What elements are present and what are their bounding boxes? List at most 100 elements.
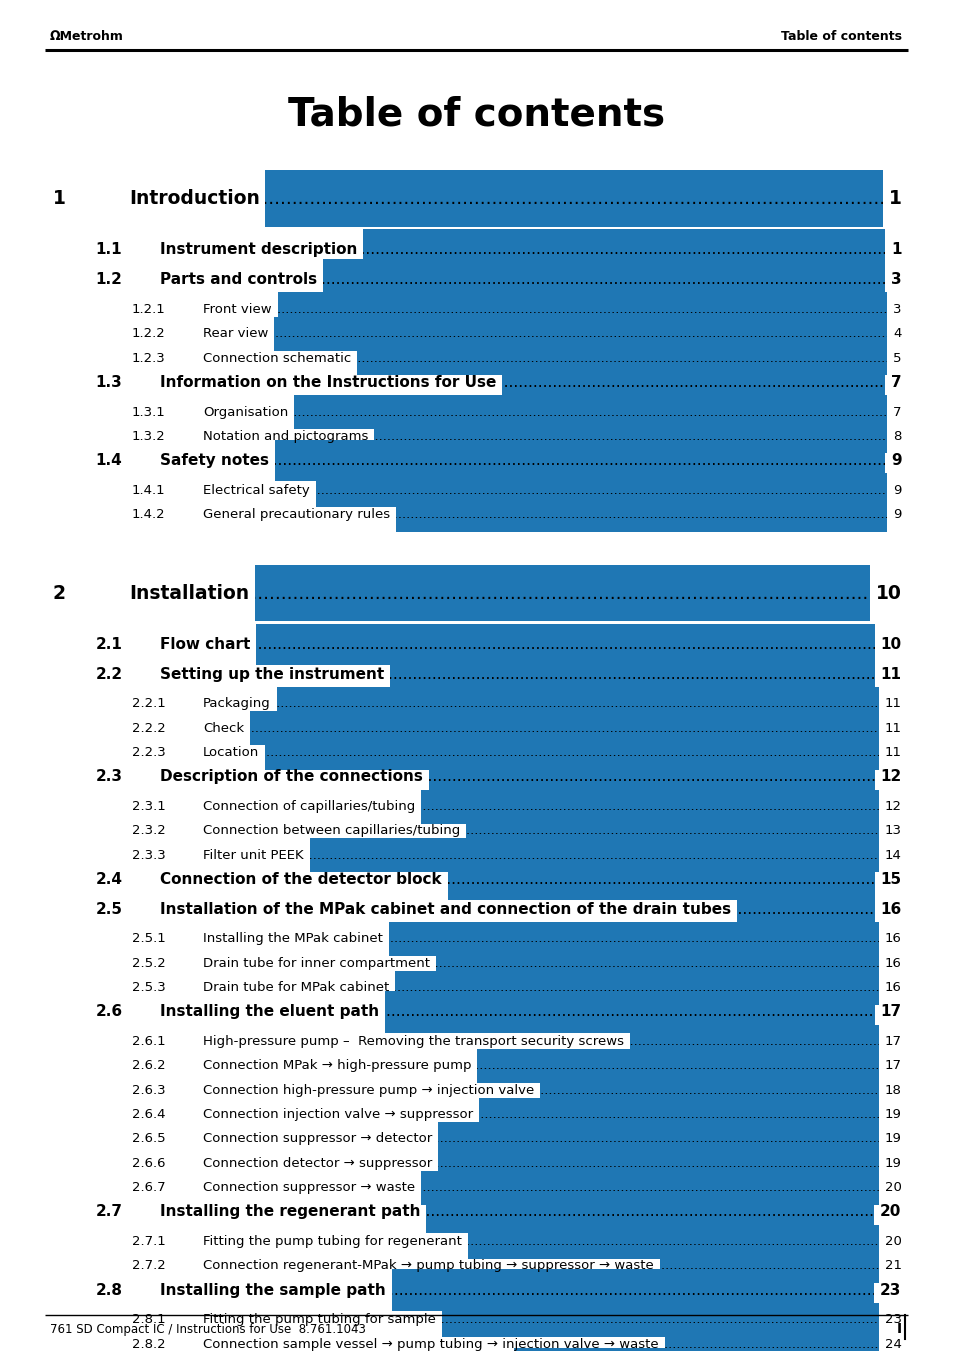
Text: 19: 19 <box>883 1108 901 1121</box>
Text: 1.2.2: 1.2.2 <box>132 327 165 340</box>
Bar <box>294 394 886 430</box>
Bar <box>466 813 878 848</box>
Bar <box>437 1121 878 1156</box>
Text: Drain tube for MPak cabinet: Drain tube for MPak cabinet <box>203 981 389 994</box>
Text: Electrical safety: Electrical safety <box>203 484 310 497</box>
Bar <box>502 362 884 403</box>
Text: 2.3.3: 2.3.3 <box>132 848 165 862</box>
Text: 5: 5 <box>892 351 901 365</box>
Text: 10: 10 <box>880 636 901 653</box>
Text: Flow chart: Flow chart <box>160 636 251 653</box>
Text: 23: 23 <box>880 1282 901 1298</box>
Text: 18: 18 <box>883 1084 901 1097</box>
Text: ................................................................................: ........................................… <box>0 1235 953 1248</box>
Text: Installing the eluent path: Installing the eluent path <box>160 1004 379 1020</box>
Text: 2.2.1: 2.2.1 <box>132 697 165 711</box>
Text: 2.5.1: 2.5.1 <box>132 932 165 946</box>
Text: 2.3.2: 2.3.2 <box>132 824 165 838</box>
Bar <box>426 1192 874 1232</box>
Text: 1.2.3: 1.2.3 <box>132 351 165 365</box>
Text: 2.7.1: 2.7.1 <box>132 1235 165 1248</box>
Text: 8: 8 <box>892 430 901 443</box>
Text: 2.2.3: 2.2.3 <box>132 746 165 759</box>
Bar <box>395 970 878 1005</box>
Text: 2.7: 2.7 <box>95 1204 122 1220</box>
Bar <box>250 711 878 746</box>
Text: High-pressure pump –  Removing the transport security screws: High-pressure pump – Removing the transp… <box>203 1035 623 1048</box>
Text: 1.4: 1.4 <box>95 453 122 469</box>
Text: 2.6.6: 2.6.6 <box>132 1156 165 1170</box>
Text: 12: 12 <box>880 769 901 785</box>
Text: 24: 24 <box>883 1337 901 1351</box>
Text: ................................................................................: ........................................… <box>0 1084 953 1097</box>
Text: 2.6.2: 2.6.2 <box>132 1059 165 1073</box>
Text: 19: 19 <box>883 1156 901 1170</box>
Text: ................................................................................: ........................................… <box>0 242 953 258</box>
Text: Connection detector → suppressor: Connection detector → suppressor <box>203 1156 432 1170</box>
Text: Connection schematic: Connection schematic <box>203 351 351 365</box>
Text: ................................................................................: ........................................… <box>0 272 953 288</box>
Text: 1.3.2: 1.3.2 <box>132 430 165 443</box>
Text: 2.5.2: 2.5.2 <box>132 957 165 970</box>
Text: Rear view: Rear view <box>203 327 269 340</box>
Bar <box>385 992 874 1032</box>
Text: ................................................................................: ........................................… <box>0 1337 953 1351</box>
Text: Connection suppressor → waste: Connection suppressor → waste <box>203 1181 415 1194</box>
Text: ................................................................................: ........................................… <box>0 405 953 419</box>
Bar <box>441 1302 878 1337</box>
Text: 7: 7 <box>892 405 901 419</box>
Text: Connection suppressor → detector: Connection suppressor → detector <box>203 1132 432 1146</box>
Text: 13: 13 <box>883 824 901 838</box>
Text: Connection regenerant-MPak → pump tubing → suppressor → waste: Connection regenerant-MPak → pump tubing… <box>203 1259 653 1273</box>
Text: 3: 3 <box>892 303 901 316</box>
Text: 19: 19 <box>883 1132 901 1146</box>
Text: ................................................................................: ........................................… <box>0 374 953 390</box>
Text: 16: 16 <box>880 901 901 917</box>
Bar <box>629 1024 878 1059</box>
Text: 2.6: 2.6 <box>95 1004 122 1020</box>
Text: 11: 11 <box>883 697 901 711</box>
Text: 21: 21 <box>883 1259 901 1273</box>
Text: 10: 10 <box>875 584 901 603</box>
Text: 2.5.3: 2.5.3 <box>132 981 165 994</box>
Bar <box>277 292 886 327</box>
Text: Table of contents: Table of contents <box>288 96 665 134</box>
Text: Introduction: Introduction <box>129 189 259 208</box>
Text: Front view: Front view <box>203 303 272 316</box>
Bar <box>420 789 878 824</box>
Bar <box>737 889 874 929</box>
Text: Organisation: Organisation <box>203 405 288 419</box>
Text: ................................................................................: ........................................… <box>0 848 953 862</box>
Text: 2.7.2: 2.7.2 <box>132 1259 165 1273</box>
Text: 20: 20 <box>883 1181 901 1194</box>
Text: Filter unit PEEK: Filter unit PEEK <box>203 848 303 862</box>
Text: 2.8.2: 2.8.2 <box>132 1337 165 1351</box>
Text: Description of the connections: Description of the connections <box>160 769 423 785</box>
Text: Instrument description: Instrument description <box>160 242 357 258</box>
Text: Connection of capillaries/tubing: Connection of capillaries/tubing <box>203 800 415 813</box>
Text: ................................................................................: ........................................… <box>0 769 953 785</box>
Text: 1.1: 1.1 <box>95 242 122 258</box>
Text: ................................................................................: ........................................… <box>0 453 953 469</box>
Text: 16: 16 <box>883 932 901 946</box>
Text: ................................................................................: ........................................… <box>0 824 953 838</box>
Text: ................................................................................: ........................................… <box>0 351 953 365</box>
Text: ................................................................................: ........................................… <box>0 1259 953 1273</box>
Text: 15: 15 <box>880 871 901 888</box>
Bar <box>476 1048 878 1084</box>
Bar <box>265 170 882 227</box>
Text: 2.3: 2.3 <box>95 769 122 785</box>
Bar <box>420 1170 878 1205</box>
Text: Connection of the detector block: Connection of the detector block <box>160 871 441 888</box>
Text: 1.4.2: 1.4.2 <box>132 508 165 521</box>
Bar <box>323 259 884 300</box>
Text: 1: 1 <box>890 242 901 258</box>
Text: 2.4: 2.4 <box>95 871 122 888</box>
Bar <box>389 921 878 957</box>
Text: Location: Location <box>203 746 259 759</box>
Text: 3: 3 <box>890 272 901 288</box>
Text: ................................................................................: ........................................… <box>0 189 953 208</box>
Text: 1.2: 1.2 <box>95 272 122 288</box>
Text: ................................................................................: ........................................… <box>0 1204 953 1220</box>
Text: 1.3.1: 1.3.1 <box>132 405 165 419</box>
